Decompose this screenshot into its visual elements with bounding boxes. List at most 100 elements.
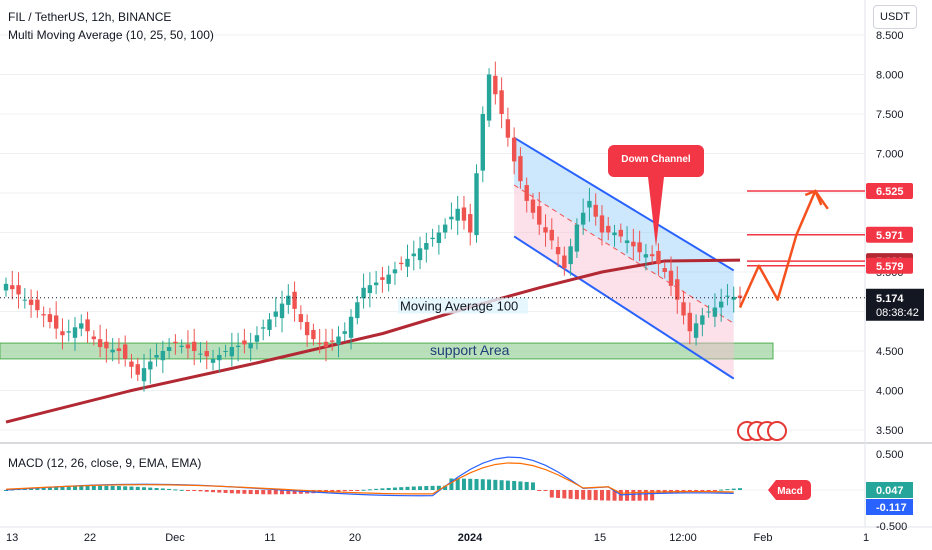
- currency-button[interactable]: USDT: [873, 5, 917, 29]
- candle-body: [649, 254, 655, 257]
- macd-histogram-bar: [167, 488, 172, 490]
- candle-body: [568, 246, 573, 265]
- candle-body: [373, 282, 379, 286]
- macd-histogram-bar: [512, 481, 517, 490]
- candle-body: [405, 258, 410, 267]
- macd-histogram-bar: [694, 490, 699, 492]
- macd-histogram-bar: [129, 486, 134, 490]
- candle-body: [85, 319, 90, 332]
- candle-body: [700, 315, 705, 325]
- candle-body: [518, 156, 523, 182]
- candle-body: [618, 229, 624, 237]
- candle-body: [367, 285, 373, 294]
- candle-body: [355, 302, 360, 319]
- price-tick-label: 4.500: [876, 346, 904, 358]
- price-level-badge: [866, 183, 913, 200]
- macd-histogram-bar: [537, 490, 542, 491]
- candle-body: [311, 329, 316, 340]
- macd-histogram-bar: [411, 486, 416, 490]
- candle-body: [173, 341, 178, 344]
- channel-fill-upper: [514, 137, 734, 324]
- signal-value: -0.117: [876, 502, 907, 514]
- macd-histogram-bar: [380, 488, 385, 490]
- candle-body: [725, 295, 730, 297]
- projection-path: [738, 189, 829, 309]
- macd-histogram-bar: [248, 490, 253, 495]
- candle-body: [204, 351, 209, 357]
- macd-histogram-bar: [650, 490, 655, 501]
- macd-histogram-bar: [549, 490, 554, 498]
- channel-lower-line: [513, 235, 735, 380]
- candle-body: [436, 232, 442, 244]
- macd-histogram-bar: [336, 490, 341, 492]
- macd-tick-label: 0.500: [876, 449, 904, 461]
- macd-histogram-bar: [280, 490, 285, 495]
- macd-histogram-bar: [342, 490, 347, 492]
- macd-callout: [768, 480, 811, 500]
- macd-histogram-bar: [631, 490, 636, 501]
- candle-body: [424, 243, 429, 250]
- candle-body: [624, 240, 630, 244]
- candle-body: [323, 341, 329, 348]
- candle-body: [41, 314, 46, 316]
- macd-histogram-bar: [211, 490, 216, 493]
- macd-header: MACD (12, 26, close, 9, EMA, EMA): [8, 456, 202, 470]
- macd-histogram-bar: [543, 490, 548, 491]
- macd-histogram-bar: [612, 490, 617, 501]
- price-tick-label: 4.000: [876, 386, 904, 398]
- candle-body: [668, 270, 674, 286]
- macd-histogram-bar: [135, 486, 140, 490]
- macd-histogram-bar: [625, 490, 630, 501]
- macd-histogram-bar: [405, 486, 410, 490]
- macd-histogram-bar: [392, 487, 397, 490]
- countdown-value: 08:38:42: [876, 307, 919, 319]
- candle-body: [449, 216, 454, 220]
- price-level-badge: [866, 257, 913, 274]
- macd-histogram-bar: [41, 487, 46, 490]
- candle-body: [129, 361, 134, 367]
- candle-body: [480, 114, 485, 171]
- candle-body: [455, 208, 460, 221]
- candle-body: [66, 331, 71, 333]
- candle-body: [148, 361, 153, 370]
- candle-body: [693, 323, 699, 338]
- macd-histogram-bar: [418, 486, 423, 490]
- macd-callout-label: Macd: [777, 486, 803, 497]
- candle-body: [79, 323, 84, 329]
- macd-histogram-bar: [505, 480, 510, 490]
- candle-body: [53, 315, 59, 329]
- candle-body: [273, 311, 278, 317]
- candle-body: [656, 250, 661, 265]
- macd-histogram-bar: [286, 490, 291, 495]
- candle-body: [430, 237, 435, 240]
- candle-body: [192, 341, 197, 351]
- time-tick-label: 13: [6, 532, 18, 544]
- macd-histogram-bar: [154, 488, 159, 490]
- macd-histogram-bar: [217, 490, 222, 493]
- ma100-label-bg: [398, 297, 528, 314]
- macd-histogram-bar: [461, 478, 466, 490]
- macd-histogram-bar: [148, 487, 153, 490]
- candle-body: [104, 341, 109, 349]
- macd-histogram-bar: [568, 490, 573, 499]
- macd-histogram-bar: [361, 489, 366, 491]
- price-level-value: 6.525: [876, 186, 904, 198]
- macd-histogram-bar: [443, 485, 448, 490]
- candle-body: [442, 224, 448, 233]
- candle-body: [737, 295, 743, 299]
- candle-body: [493, 75, 498, 95]
- price-level-value: 5.971: [876, 230, 904, 242]
- candle-body: [537, 206, 542, 225]
- macd-histogram-bar: [399, 487, 404, 490]
- macd-histogram-bar: [643, 490, 648, 501]
- macd-histogram-bar: [192, 490, 197, 491]
- macd-histogram-bar: [386, 487, 391, 490]
- macd-histogram-bar: [60, 486, 65, 490]
- candle-body: [160, 351, 166, 361]
- candle-body: [511, 137, 517, 162]
- macd-histogram-bar: [104, 485, 109, 490]
- chart-title: FIL / TetherUS, 12h, BINANCE: [8, 10, 172, 24]
- macd-histogram-bar: [480, 479, 485, 490]
- candle-body: [185, 344, 191, 349]
